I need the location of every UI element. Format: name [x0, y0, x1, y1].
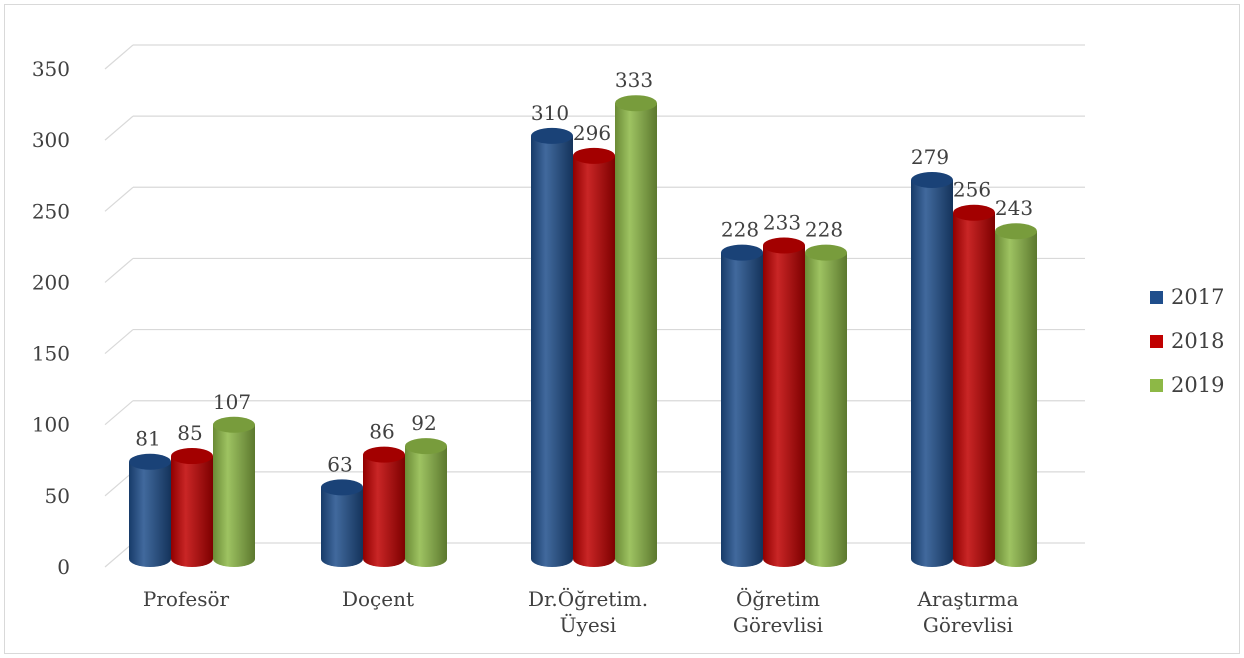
legend-label-2019: 2019	[1171, 373, 1225, 397]
bar-2019-3	[805, 244, 847, 568]
legend-swatch-2017	[1150, 290, 1163, 304]
y-tick-label-100: 100	[32, 413, 70, 437]
data-label-2017-1: 63	[327, 452, 352, 476]
bar-2017-3	[721, 244, 763, 568]
data-label-2018-4: 256	[953, 178, 991, 202]
bar-2017-1	[321, 479, 363, 567]
y-tick-label-200: 200	[32, 270, 70, 294]
gridline-depth-150	[104, 329, 134, 355]
legend-label-2018: 2018	[1171, 329, 1225, 353]
data-label-2018-1: 86	[369, 420, 394, 444]
bar-2017-0	[129, 453, 171, 567]
data-label-2019-3: 228	[805, 218, 843, 242]
legend-swatch-2019	[1150, 378, 1163, 392]
y-tick-label-300: 300	[32, 128, 70, 152]
bar-2018-3	[763, 237, 805, 567]
data-label-2017-3: 228	[721, 218, 759, 242]
legend-item-2019: 2019	[1150, 363, 1224, 407]
x-tick-label-0: Profesör	[143, 587, 230, 611]
x-tick-label-3: Öğretim Görevlisi	[733, 586, 823, 637]
gridline-depth-300	[104, 115, 134, 141]
x-tick-label-4: Araştırma Görevlisi	[916, 587, 1018, 637]
legend-label-2017: 2017	[1171, 285, 1225, 309]
bars	[129, 95, 1037, 568]
bar-2019-2	[615, 95, 657, 567]
bar-2018-1	[363, 446, 405, 567]
bar-2019-4	[995, 223, 1037, 567]
data-label-2018-2: 296	[573, 121, 611, 145]
x-tick-label-1: Doçent	[342, 587, 414, 611]
x-axis-labels: Profesör Doçent Dr.Öğretim. Üyesi Öğretim Gör…	[143, 586, 1019, 637]
y-axis-ticks: 0 50 100 150 200 250 300 350	[32, 57, 70, 579]
bar-2018-4	[953, 204, 995, 567]
bar-2018-0	[171, 448, 213, 567]
data-label-2019-4: 243	[995, 196, 1033, 220]
bar-2019-0	[213, 416, 255, 567]
gridline-depth-200	[104, 257, 134, 283]
gridline-depth-100	[104, 400, 134, 426]
data-label-2017-2: 310	[531, 101, 569, 125]
gridline-depth-50	[104, 471, 134, 497]
bar-2017-2	[531, 127, 573, 567]
data-label-2019-1: 92	[411, 411, 436, 435]
bar-2019-1	[405, 438, 447, 567]
legend-item-2018: 2018	[1150, 319, 1224, 363]
y-tick-label-50: 50	[45, 484, 70, 508]
data-label-2017-4: 279	[911, 145, 949, 169]
data-label-2017-0: 81	[135, 427, 160, 451]
y-tick-label-150: 150	[32, 342, 70, 366]
legend-item-2017: 2017	[1150, 275, 1224, 319]
gridline-depth-0	[104, 542, 134, 568]
data-label-2019-0: 107	[213, 390, 251, 414]
bar-2017-4	[911, 172, 953, 567]
y-tick-label-250: 250	[32, 199, 70, 223]
data-label-2019-2: 333	[615, 68, 653, 92]
bar-2018-2	[573, 147, 615, 567]
x-tick-label-2: Dr.Öğretim. Üyesi	[528, 586, 648, 637]
gridline-depth-350	[104, 44, 134, 70]
legend-swatch-2018	[1150, 334, 1163, 348]
legend: 2017 2018 2019	[1150, 275, 1224, 407]
data-label-2018-3: 233	[763, 210, 801, 234]
gridline-depth-250	[104, 186, 134, 212]
y-tick-label-350: 350	[32, 57, 70, 81]
y-tick-label-0: 0	[57, 555, 70, 579]
data-label-2018-0: 85	[177, 421, 202, 445]
